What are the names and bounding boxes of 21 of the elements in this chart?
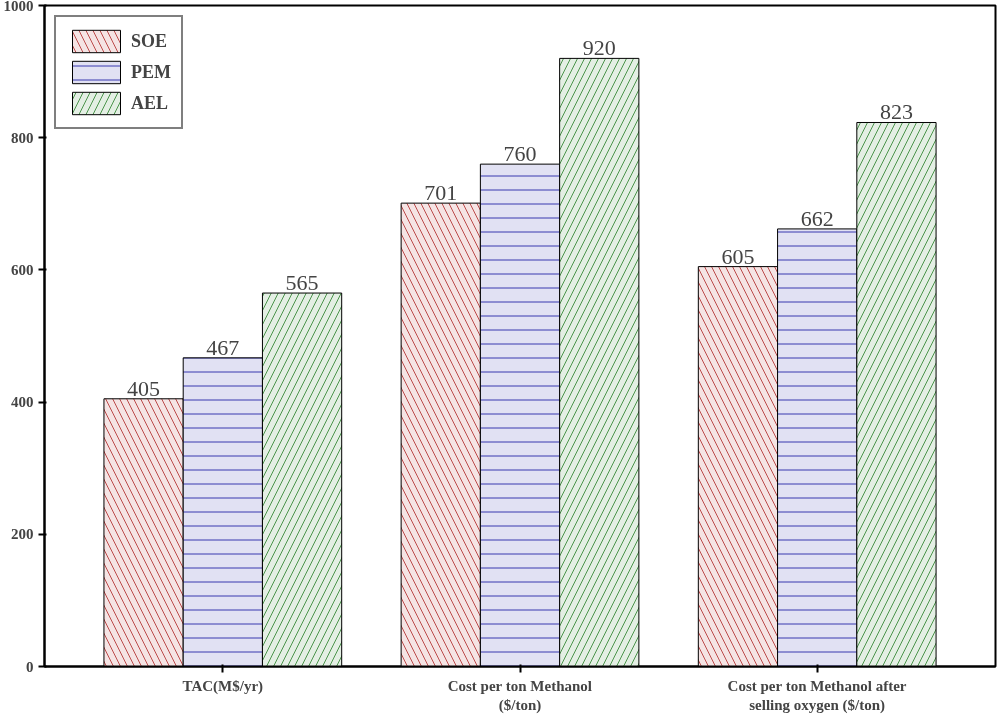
data-label: 662 xyxy=(800,205,834,231)
data-label: 823 xyxy=(879,99,913,125)
data-label: 701 xyxy=(424,180,458,206)
y-tick-label: 200 xyxy=(11,526,34,543)
data-label: 920 xyxy=(582,35,616,61)
data-label: 467 xyxy=(206,334,240,360)
y-tick-label: 400 xyxy=(11,394,34,411)
y-tick-label: 0 xyxy=(26,658,34,675)
data-label: 565 xyxy=(285,270,319,296)
data-label: 760 xyxy=(503,141,537,167)
legend-label: SOE xyxy=(131,30,168,52)
legend-label: PEM xyxy=(131,61,171,83)
data-label: 605 xyxy=(721,243,755,269)
y-tick-label: 800 xyxy=(11,129,34,146)
x-tick-label: TAC(M$/yr) xyxy=(182,677,264,695)
y-tick-label: 1000 xyxy=(3,0,34,14)
x-tick-label: Cost per ton Methanol after selling oxygen ($/ton) xyxy=(727,677,907,714)
legend-label: AEL xyxy=(131,92,169,114)
x-tick-label: Cost per ton Methanol ($/ton) xyxy=(447,677,593,714)
data-label: 405 xyxy=(127,375,161,401)
y-tick-label: 600 xyxy=(11,261,34,278)
